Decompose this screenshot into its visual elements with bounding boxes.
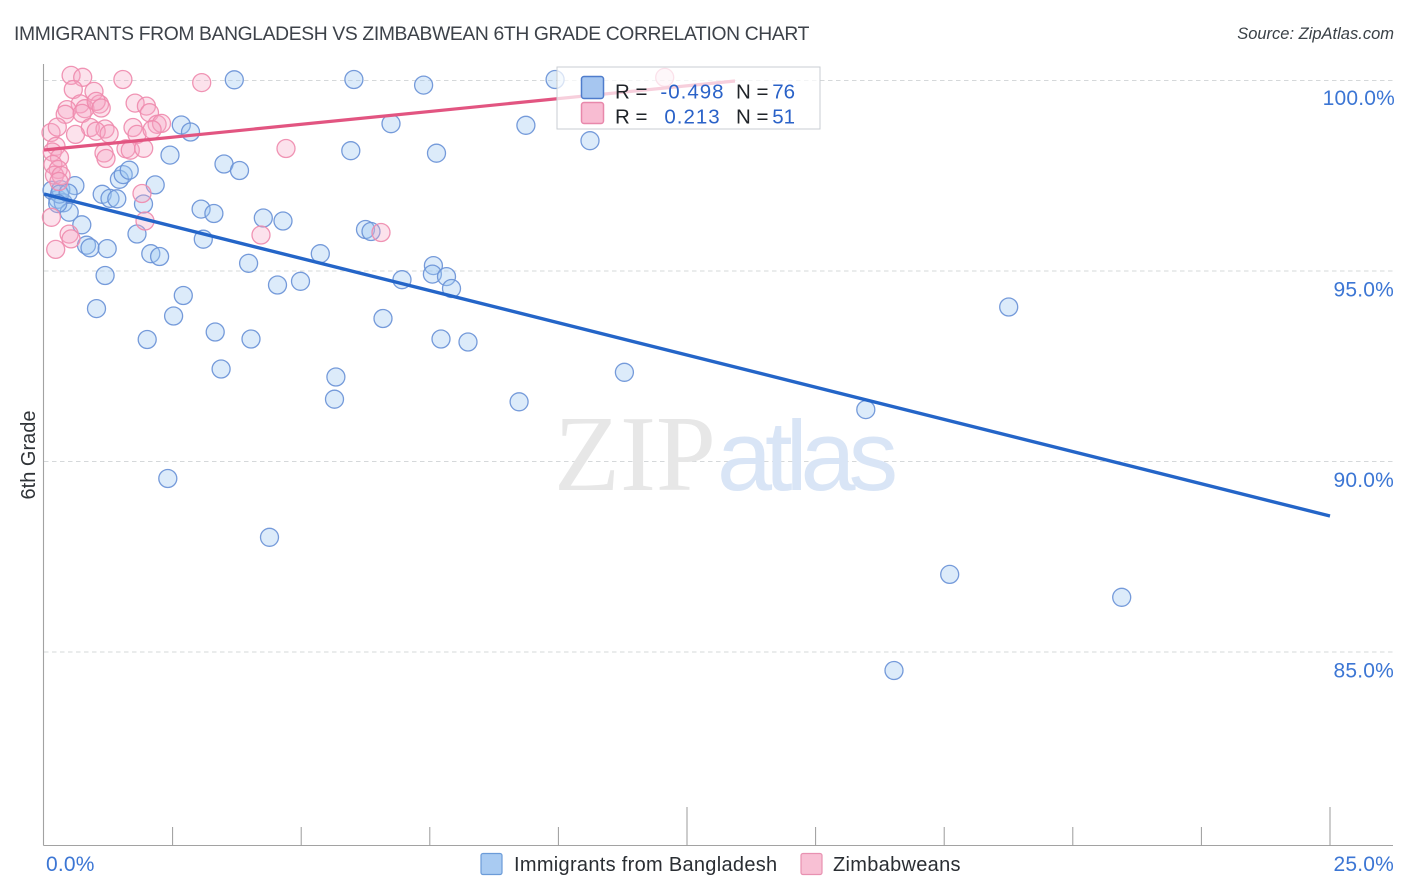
svg-text:25.0%: 25.0% xyxy=(1333,853,1394,876)
svg-text:85.0%: 85.0% xyxy=(1333,660,1394,683)
svg-text:100.0%: 100.0% xyxy=(1323,87,1395,110)
svg-text:-0.498: -0.498 xyxy=(660,81,724,104)
svg-text:ZIP: ZIP xyxy=(554,395,716,514)
svg-text:N =: N = xyxy=(736,81,768,104)
svg-text:90.0%: 90.0% xyxy=(1333,469,1394,492)
svg-text:N =: N = xyxy=(736,106,768,129)
svg-text:0.213: 0.213 xyxy=(664,106,720,129)
svg-text:Source: ZipAtlas.com: Source: ZipAtlas.com xyxy=(1237,25,1394,43)
svg-text:R =: R = xyxy=(615,106,647,129)
svg-text:51: 51 xyxy=(772,106,795,129)
svg-text:atlas: atlas xyxy=(717,400,895,511)
svg-text:Zimbabweans: Zimbabweans xyxy=(833,854,961,876)
svg-text:95.0%: 95.0% xyxy=(1333,279,1394,302)
svg-text:IMMIGRANTS FROM BANGLADESH VS: IMMIGRANTS FROM BANGLADESH VS ZIMBABWEAN… xyxy=(14,24,810,45)
svg-text:0.0%: 0.0% xyxy=(46,853,95,876)
svg-text:R =: R = xyxy=(615,81,647,104)
svg-text:6th Grade: 6th Grade xyxy=(18,411,40,500)
svg-text:Immigrants from Bangladesh: Immigrants from Bangladesh xyxy=(514,854,777,876)
svg-text:76: 76 xyxy=(772,81,795,104)
